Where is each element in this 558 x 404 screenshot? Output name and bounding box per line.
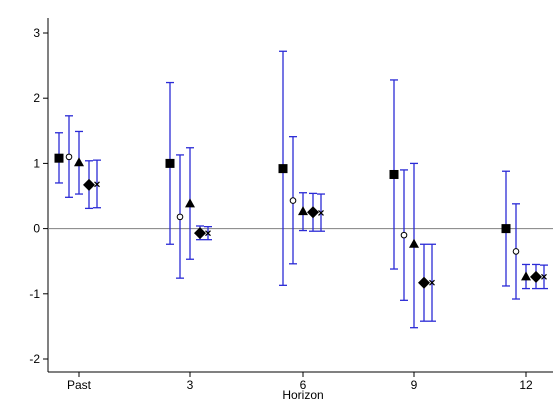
y-tick-label: 2 bbox=[33, 91, 40, 105]
circle-marker bbox=[289, 197, 297, 204]
x-axis-title: Horizon bbox=[282, 388, 323, 402]
x-tick-label: Past bbox=[67, 378, 92, 392]
square-marker bbox=[278, 164, 288, 174]
diamond-marker bbox=[83, 178, 95, 191]
x-marker-stroke-b bbox=[541, 273, 547, 280]
x-tick-label: 12 bbox=[519, 378, 533, 392]
triangle-marker bbox=[409, 238, 419, 248]
triangle-marker bbox=[185, 198, 195, 208]
y-tick-label: -2 bbox=[29, 352, 40, 366]
circle-marker bbox=[65, 153, 73, 161]
circle-marker bbox=[176, 213, 184, 221]
triangle-marker bbox=[521, 271, 531, 281]
square-marker bbox=[389, 169, 399, 179]
diamond-marker bbox=[418, 276, 430, 289]
x-tick-label: 6 bbox=[300, 378, 307, 392]
y-tick-label: -1 bbox=[29, 287, 40, 301]
y-tick-label: 0 bbox=[33, 222, 40, 236]
x-marker-stroke-b bbox=[318, 210, 324, 216]
diamond-marker bbox=[194, 227, 206, 240]
y-tick-label: 1 bbox=[33, 156, 40, 170]
x-marker-stroke-b bbox=[94, 181, 100, 188]
y-tick-label: 3 bbox=[33, 26, 40, 40]
x-tick-label: 9 bbox=[411, 378, 418, 392]
x-marker-stroke-b bbox=[205, 230, 211, 237]
circle-marker bbox=[512, 248, 520, 255]
triangle-marker bbox=[74, 157, 84, 167]
square-marker bbox=[501, 224, 511, 234]
x-marker-stroke-b bbox=[429, 279, 435, 286]
square-marker bbox=[54, 153, 64, 163]
diamond-marker bbox=[307, 206, 319, 219]
diamond-marker bbox=[530, 270, 542, 283]
circle-marker bbox=[400, 231, 408, 239]
triangle-marker bbox=[298, 206, 308, 216]
x-tick-label: 3 bbox=[187, 378, 194, 392]
square-marker bbox=[165, 158, 175, 168]
